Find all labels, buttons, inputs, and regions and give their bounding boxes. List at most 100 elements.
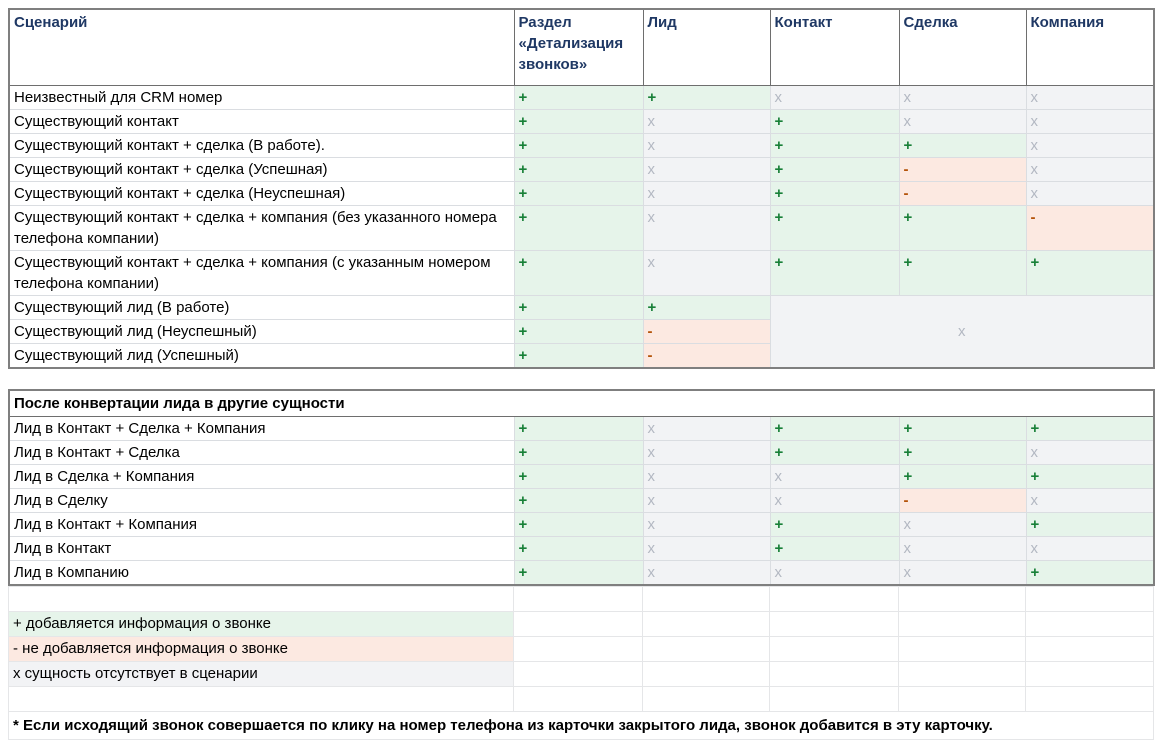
cell-plus[interactable]: + [770,536,899,560]
empty-cell[interactable] [9,586,514,611]
empty-cell[interactable] [770,686,899,711]
scenario-label[interactable]: Лид в Компанию [9,560,514,585]
scenario-label[interactable]: Лид в Контакт [9,536,514,560]
legend-minus[interactable]: - не добавляется информация о звонке [9,636,514,661]
scenario-label[interactable]: Существующий лид (Успешный) [9,343,514,368]
cell-plus[interactable]: + [899,416,1026,440]
scenario-label[interactable]: Существующий контакт + сделка (Успешная) [9,157,514,181]
empty-cell[interactable] [514,586,643,611]
cell-plus[interactable]: + [514,133,643,157]
cell-plus[interactable]: + [514,343,643,368]
column-header-deal[interactable]: Сделка [899,9,1026,85]
empty-cell[interactable] [514,661,643,686]
cell-absent[interactable]: x [643,157,770,181]
cell-absent[interactable]: x [643,109,770,133]
cell-absent[interactable]: x [643,205,770,250]
empty-cell[interactable] [770,661,899,686]
cell-plus[interactable]: + [514,319,643,343]
cell-absent[interactable]: x [899,560,1026,585]
cell-absent[interactable]: x [1026,109,1154,133]
cell-plus[interactable]: + [770,416,899,440]
column-header-contact[interactable]: Контакт [770,9,899,85]
section-title[interactable]: После конвертации лида в другие сущности [9,390,1154,417]
empty-cell[interactable] [1026,686,1154,711]
cell-absent[interactable]: x [770,488,899,512]
scenario-label[interactable]: Лид в Контакт + Сделка + Компания [9,416,514,440]
empty-cell[interactable] [514,686,643,711]
column-header-lead[interactable]: Лид [643,9,770,85]
cell-plus[interactable]: + [770,181,899,205]
column-header-company[interactable]: Компания [1026,9,1154,85]
cell-minus[interactable]: - [899,157,1026,181]
cell-absent[interactable]: x [643,464,770,488]
empty-cell[interactable] [1026,636,1154,661]
empty-cell[interactable] [643,686,770,711]
empty-cell[interactable] [770,586,899,611]
cell-plus[interactable]: + [514,295,643,319]
empty-cell[interactable] [770,636,899,661]
cell-absent[interactable]: x [899,109,1026,133]
cell-absent[interactable]: x [643,440,770,464]
cell-absent[interactable]: x [643,536,770,560]
column-header-call-details[interactable]: Раздел «Детализация звонков» [514,9,643,85]
cell-plus[interactable]: + [1026,250,1154,295]
cell-minus[interactable]: - [643,319,770,343]
cell-absent[interactable]: x [1026,85,1154,109]
empty-cell[interactable] [514,636,643,661]
empty-cell[interactable] [1026,661,1154,686]
cell-plus[interactable]: + [514,536,643,560]
cell-plus[interactable]: + [899,464,1026,488]
empty-cell[interactable] [899,636,1026,661]
scenario-label[interactable]: Существующий контакт + сделка (Неуспешна… [9,181,514,205]
cell-plus[interactable]: + [1026,416,1154,440]
empty-cell[interactable] [643,586,770,611]
cell-plus[interactable]: + [899,440,1026,464]
cell-absent[interactable]: x [770,464,899,488]
empty-cell[interactable] [9,686,514,711]
cell-minus[interactable]: - [1026,205,1154,250]
scenario-label[interactable]: Существующий лид (Неуспешный) [9,319,514,343]
empty-cell[interactable] [643,661,770,686]
cell-plus[interactable]: + [1026,512,1154,536]
cell-plus[interactable]: + [770,205,899,250]
empty-cell[interactable] [643,611,770,636]
cell-plus[interactable]: + [514,440,643,464]
column-header-scenario[interactable]: Сценарий [9,9,514,85]
cell-absent[interactable]: x [643,488,770,512]
scenario-label[interactable]: Лид в Сделка + Компания [9,464,514,488]
cell-plus[interactable]: + [643,295,770,319]
scenario-label[interactable]: Существующий контакт + сделка (В работе)… [9,133,514,157]
cell-plus[interactable]: + [514,85,643,109]
scenario-label[interactable]: Существующий контакт [9,109,514,133]
cell-plus[interactable]: + [770,109,899,133]
cell-plus[interactable]: + [899,205,1026,250]
cell-absent[interactable]: x [899,536,1026,560]
empty-cell[interactable] [514,611,643,636]
cell-minus[interactable]: - [899,488,1026,512]
scenario-label[interactable]: Лид в Контакт + Сделка [9,440,514,464]
cell-plus[interactable]: + [770,440,899,464]
cell-plus[interactable]: + [1026,464,1154,488]
scenario-label[interactable]: Лид в Контакт + Компания [9,512,514,536]
cell-absent[interactable]: x [770,295,1154,368]
cell-plus[interactable]: + [770,133,899,157]
cell-absent[interactable]: x [770,85,899,109]
empty-cell[interactable] [899,686,1026,711]
cell-plus[interactable]: + [514,250,643,295]
cell-plus[interactable]: + [514,488,643,512]
cell-plus[interactable]: + [899,133,1026,157]
cell-absent[interactable]: x [1026,440,1154,464]
footnote[interactable]: * Если исходящий звонок совершается по к… [9,711,1154,739]
legend-plus[interactable]: + добавляется информация о звонке [9,611,514,636]
legend-absent[interactable]: х сущность отсутствует в сценарии [9,661,514,686]
cell-plus[interactable]: + [514,205,643,250]
cell-plus[interactable]: + [514,512,643,536]
empty-cell[interactable] [643,636,770,661]
empty-cell[interactable] [899,611,1026,636]
empty-cell[interactable] [1026,586,1154,611]
cell-plus[interactable]: + [770,512,899,536]
cell-absent[interactable]: x [643,512,770,536]
empty-cell[interactable] [770,611,899,636]
cell-plus[interactable]: + [514,181,643,205]
cell-absent[interactable]: x [643,250,770,295]
